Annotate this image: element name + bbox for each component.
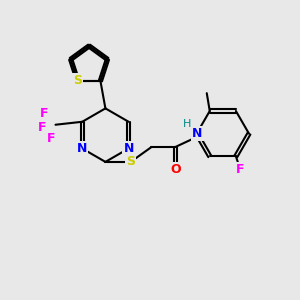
Text: N: N	[77, 142, 87, 155]
Text: S: S	[126, 155, 135, 168]
Text: F: F	[236, 163, 244, 176]
Text: N: N	[123, 142, 134, 155]
Text: F: F	[47, 132, 55, 145]
Text: S: S	[73, 74, 82, 87]
Text: H: H	[183, 119, 191, 129]
Text: F: F	[38, 121, 46, 134]
Text: F: F	[40, 107, 49, 120]
Text: O: O	[170, 163, 181, 176]
Text: N: N	[192, 127, 203, 140]
